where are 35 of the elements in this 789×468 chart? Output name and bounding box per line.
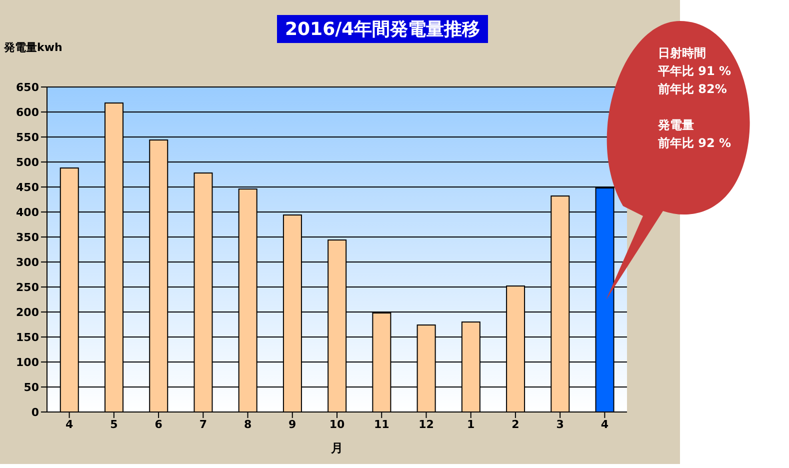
- text: 前年比 82%: [658, 81, 728, 98]
- y-tick-label: 450: [16, 180, 40, 194]
- x-tick-label: 10: [329, 418, 345, 431]
- y-tick-label: 0: [31, 406, 40, 419]
- x-tick-label: 1: [467, 418, 475, 431]
- y-tick-label: 600: [16, 106, 40, 119]
- x-tick-label: 8: [244, 418, 252, 431]
- y-tick-label: 200: [16, 306, 40, 319]
- x-tick-label: 11: [374, 418, 390, 431]
- x-tick-label: 7: [199, 418, 207, 431]
- x-tick-label: 12: [418, 418, 434, 431]
- text: 平年比 91 %: [658, 63, 732, 80]
- y-tick-label: 500: [16, 156, 40, 169]
- y-axis-title: 発電量kwh: [4, 40, 62, 55]
- y-tick-label: 350: [16, 230, 40, 244]
- text: 前年比 92 %: [658, 135, 732, 152]
- text: 発電量: [658, 117, 695, 134]
- x-tick-label: 9: [288, 418, 296, 431]
- y-tick-label: 550: [16, 130, 40, 144]
- y-tick-label: 400: [16, 206, 40, 219]
- x-axis-title: 月: [330, 441, 343, 455]
- y-tick-label: 100: [16, 356, 40, 369]
- y-tick-label: 300: [16, 256, 40, 269]
- y-tick-label: 150: [16, 330, 40, 344]
- x-tick-label: 5: [110, 418, 118, 431]
- chart-title: 2016/4年間発電量推移: [277, 15, 488, 43]
- x-tick-label: 2: [512, 418, 520, 431]
- x-tick-label: 4: [600, 418, 609, 431]
- x-tick-label: 4: [65, 418, 74, 431]
- x-tick-label: 3: [556, 418, 564, 431]
- x-tick-label: 6: [154, 418, 163, 431]
- text: 日射時間: [658, 45, 707, 62]
- y-tick-label: 250: [16, 280, 40, 294]
- y-tick-label: 50: [24, 380, 40, 394]
- y-tick-label: 650: [16, 80, 40, 94]
